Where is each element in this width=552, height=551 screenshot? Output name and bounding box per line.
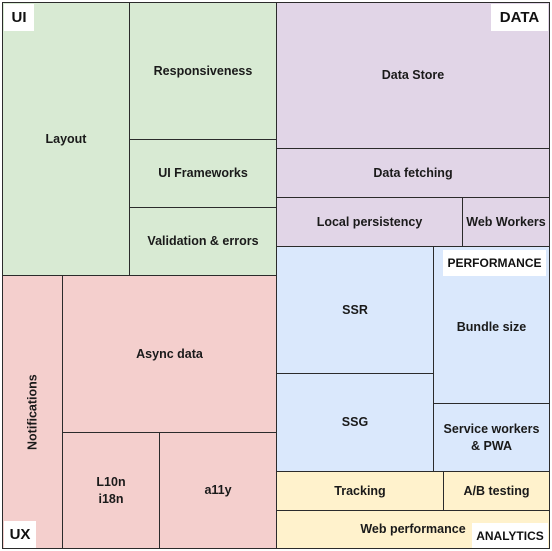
block-service-workers-pwa: Service workers & PWA [433, 403, 550, 472]
block-ssr-label: SSR [342, 302, 368, 317]
block-notifications-label: Notifications [25, 374, 40, 450]
block-async-data-label: Async data [136, 346, 203, 361]
block-validation-errors: Validation & errors [129, 207, 277, 276]
section-tag-performance: PERFORMANCE [443, 250, 546, 276]
block-bundle-size-label: Bundle size [456, 319, 527, 334]
block-a11y: a11y [159, 432, 277, 549]
block-a11y-label: a11y [204, 483, 232, 498]
block-ab-testing-label: A/B testing [463, 483, 530, 498]
section-tag-ui: UI [4, 4, 34, 31]
block-data-fetching: Data fetching [276, 148, 550, 198]
section-tag-analytics: ANALYTICS [472, 523, 548, 548]
block-notifications: Notifications [2, 275, 63, 549]
section-tag-analytics-label: ANALYTICS [476, 528, 544, 543]
block-async-data: Async data [62, 275, 277, 433]
block-layout: Layout [2, 2, 130, 276]
block-service-workers-pwa-label: Service workers & PWA [443, 422, 540, 453]
block-ab-testing: A/B testing [443, 471, 550, 511]
block-l10n-i18n: L10n i18n [62, 432, 160, 549]
block-ssg-label: SSG [341, 415, 369, 430]
block-responsiveness: Responsiveness [129, 2, 277, 140]
section-tag-data: DATA [491, 4, 548, 31]
section-tag-performance-label: PERFORMANCE [447, 256, 542, 270]
block-validation-errors-label: Validation & errors [147, 234, 259, 249]
section-tag-ui-label: UI [11, 9, 27, 26]
block-data-store-label: Data Store [381, 68, 445, 83]
block-l10n-i18n-label: L10n i18n [96, 475, 126, 506]
block-ssr: SSR [276, 246, 434, 374]
block-ui-frameworks-label: UI Frameworks [158, 166, 248, 181]
block-local-persistency-label: Local persistency [316, 214, 423, 229]
block-web-workers: Web Workers [462, 197, 550, 247]
section-tag-ux: UX [4, 521, 36, 548]
block-ui-frameworks: UI Frameworks [129, 139, 277, 208]
block-tracking-label: Tracking [334, 483, 386, 498]
block-data-fetching-label: Data fetching [373, 165, 453, 180]
block-layout-label: Layout [45, 131, 87, 146]
block-tracking: Tracking [276, 471, 444, 511]
block-ssg: SSG [276, 373, 434, 472]
block-local-persistency: Local persistency [276, 197, 463, 247]
section-tag-data-label: DATA [499, 9, 540, 26]
block-web-workers-label: Web Workers [466, 214, 546, 229]
block-responsiveness-label: Responsiveness [153, 63, 253, 78]
block-web-performance-label: Web performance [360, 522, 466, 537]
section-tag-ux-label: UX [9, 526, 31, 543]
